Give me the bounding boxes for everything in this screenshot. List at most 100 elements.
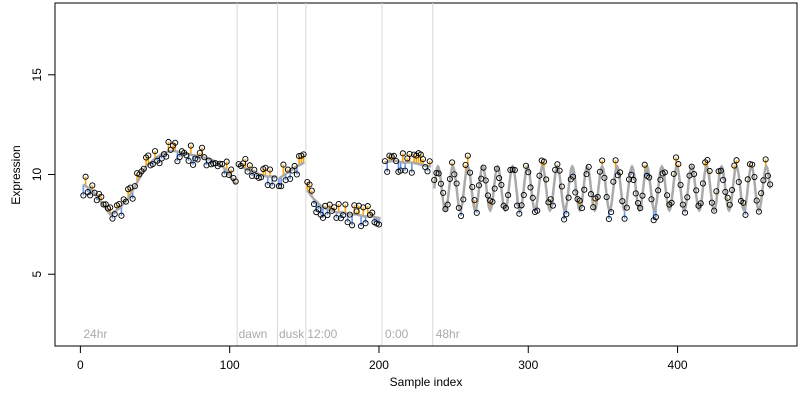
data-point: [131, 183, 138, 190]
data-point: [670, 170, 677, 177]
data-point: [176, 153, 183, 161]
data-point: [720, 176, 727, 183]
x-tick-label: 100: [220, 358, 240, 372]
data-point: [601, 174, 608, 181]
data-point: [446, 175, 453, 183]
segment-label: dusk: [279, 327, 305, 341]
data-point: [679, 201, 686, 208]
data-point: [475, 182, 483, 189]
data-point: [688, 163, 695, 170]
segment-label: 24hr: [83, 327, 107, 341]
data-point: [639, 192, 646, 199]
data-point: [706, 167, 713, 175]
x-tick-label: 0: [77, 358, 84, 372]
data-point: [246, 162, 253, 169]
data-point: [466, 169, 474, 176]
data-point: [482, 177, 489, 184]
data-point: [190, 161, 197, 168]
data-point: [552, 166, 559, 173]
data-point: [516, 210, 523, 217]
fit-line-segment: [384, 159, 432, 168]
data-point: [107, 204, 114, 211]
data-point: [599, 157, 606, 164]
data-point: [733, 157, 740, 164]
data-point: [612, 157, 619, 164]
data-point: [619, 198, 626, 205]
data-point: [269, 182, 276, 189]
data-point: [381, 158, 388, 165]
segment-label: 48hr: [436, 327, 460, 341]
data-point: [249, 172, 256, 180]
data-point: [675, 161, 682, 168]
data-point: [242, 156, 249, 163]
fit-lines: [82, 149, 772, 220]
data-point: [346, 211, 353, 218]
data-point: [529, 194, 536, 201]
data-point: [753, 197, 760, 204]
segment-labels: 24hr dawn dusk 12:00 0:00 48hr: [83, 327, 459, 341]
y-axis-label: Expression: [9, 145, 23, 204]
segment-label: 0:00: [385, 327, 409, 341]
data-point: [596, 168, 603, 175]
data-point: [760, 177, 767, 184]
data-point: [111, 211, 118, 218]
data-point: [437, 180, 444, 187]
data-point: [594, 193, 601, 200]
data-point: [576, 197, 583, 204]
data-point: [646, 174, 653, 181]
data-point: [351, 202, 358, 209]
data-point: [610, 178, 617, 185]
data-point: [172, 139, 179, 146]
data-point: [310, 201, 318, 208]
data-point: [98, 193, 105, 200]
data-point: [729, 186, 736, 194]
data-point: [163, 153, 170, 160]
data-point: [509, 166, 516, 173]
data-point: [364, 203, 371, 210]
data-point: [480, 164, 487, 171]
data-point: [140, 165, 147, 172]
data-point: [630, 176, 637, 184]
data-point: [93, 197, 100, 204]
x-tick-label: 400: [668, 358, 688, 372]
data-point: [628, 171, 635, 178]
segment-label: dawn: [239, 327, 268, 341]
data-point: [433, 169, 440, 176]
data-point: [244, 168, 251, 175]
data-point: [315, 206, 322, 213]
data-point: [453, 180, 460, 187]
data-point: [605, 215, 612, 222]
data-point: [742, 211, 749, 218]
data-point: [744, 176, 751, 183]
data-point: [187, 142, 194, 149]
data-point: [349, 222, 356, 229]
data-point: [623, 204, 630, 211]
data-points: [80, 138, 774, 230]
data-point: [764, 172, 771, 179]
data-point: [444, 201, 451, 208]
data-point: [280, 161, 287, 168]
data-point: [87, 192, 94, 199]
data-point: [375, 221, 383, 228]
data-point: [251, 166, 258, 173]
data-point: [331, 204, 338, 211]
data-point: [561, 216, 568, 223]
data-point: [603, 194, 610, 201]
data-point: [203, 162, 210, 169]
data-point: [556, 167, 563, 174]
data-point: [681, 209, 689, 216]
data-point: [116, 201, 123, 208]
data-point: [677, 181, 684, 188]
data-point: [572, 189, 579, 196]
data-point: [554, 161, 561, 168]
data-point: [520, 191, 527, 199]
data-point: [587, 191, 595, 198]
data-point: [496, 174, 503, 182]
y-tick-label: 10: [30, 168, 44, 182]
data-point: [585, 163, 592, 170]
data-point: [342, 201, 349, 208]
data-point: [408, 169, 415, 176]
data-point: [690, 171, 698, 178]
data-point: [634, 199, 642, 207]
